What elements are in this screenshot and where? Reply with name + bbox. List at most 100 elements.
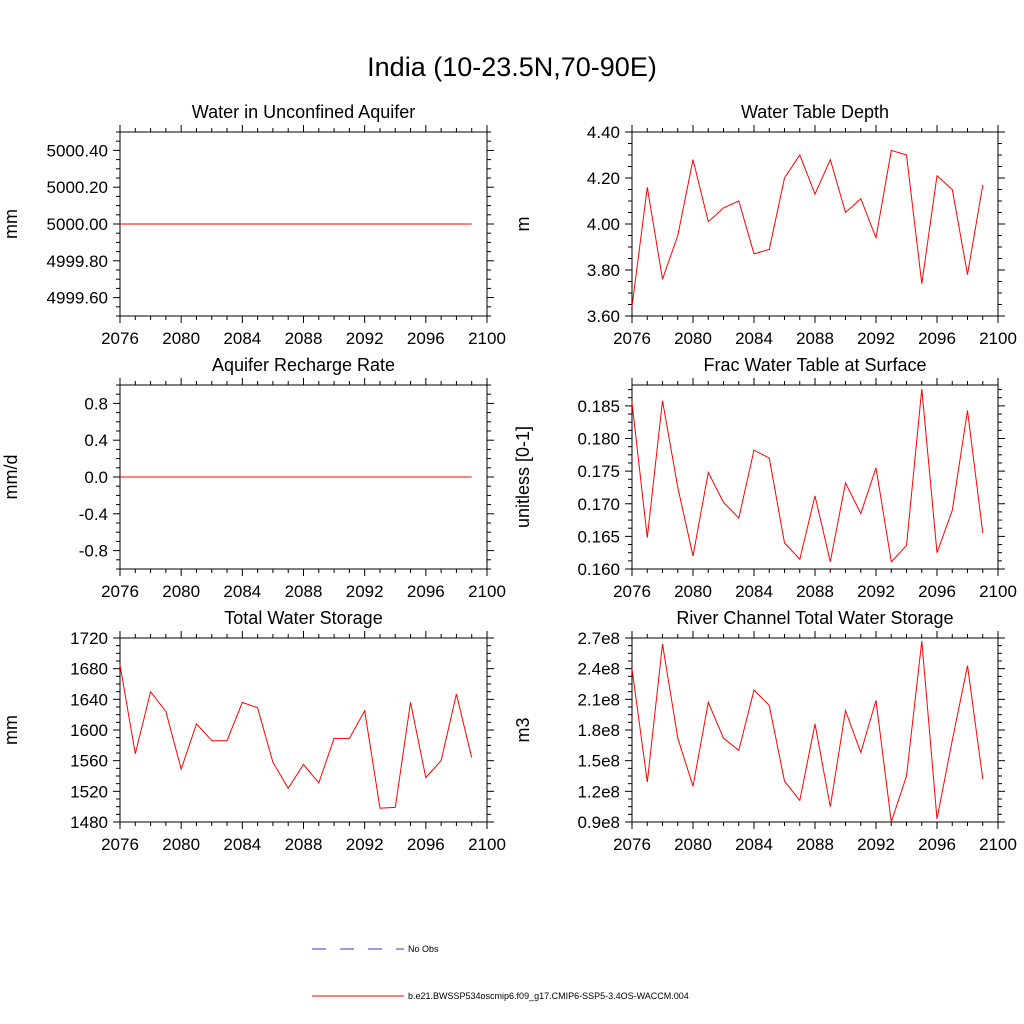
y-tick-label: 3.60: [587, 307, 620, 326]
y-tick-label: 4.00: [587, 215, 620, 234]
y-tick-label: 3.80: [587, 261, 620, 280]
plot-frame: [631, 637, 999, 823]
x-tick-label: 2080: [162, 582, 200, 601]
series-line: [119, 664, 473, 809]
y-tick-label: 0.0: [84, 468, 108, 487]
y-tick-label: 1560: [70, 752, 108, 771]
x-tick-label: 2080: [162, 329, 200, 348]
y-tick-label: 0.165: [577, 527, 620, 546]
x-tick-label: 2092: [346, 329, 384, 348]
y-tick-label: -0.8: [79, 542, 108, 561]
y-tick-label: 2.1e8: [577, 690, 620, 709]
y-axis-label: mm/d: [1, 455, 21, 500]
x-tick-label: 2100: [468, 329, 506, 348]
panel-title: River Channel Total Water Storage: [676, 608, 953, 628]
panel-title: Frac Water Table at Surface: [703, 355, 926, 375]
y-axis-label: mm: [1, 715, 21, 745]
y-tick-label: 1720: [70, 629, 108, 648]
x-tick-label: 2080: [674, 329, 712, 348]
x-tick-label: 2080: [674, 835, 712, 854]
x-tick-label: 2100: [979, 835, 1017, 854]
x-tick-label: 2076: [101, 582, 139, 601]
x-tick-label: 2076: [101, 329, 139, 348]
y-axis-label: m: [513, 217, 533, 232]
series-line: [631, 149, 984, 307]
y-tick-label: 4999.80: [47, 252, 108, 271]
y-tick-label: 4999.60: [47, 289, 108, 308]
x-tick-label: 2088: [796, 582, 834, 601]
x-tick-label: 2096: [918, 329, 956, 348]
panel-title: Aquifer Recharge Rate: [212, 355, 395, 375]
x-tick-label: 2096: [918, 835, 956, 854]
plot-frame: [631, 131, 999, 317]
x-tick-label: 2084: [223, 835, 261, 854]
x-tick-label: 2100: [979, 329, 1017, 348]
x-tick-label: 2084: [223, 582, 261, 601]
chart-panel-1: Water in Unconfined Aquifer mm 2076 2080 208…: [1, 102, 506, 348]
y-tick-label: 1680: [70, 660, 108, 679]
y-tick-label: 5000.00: [47, 215, 108, 234]
y-tick-label: 0.175: [577, 462, 620, 481]
y-tick-label: 0.8: [84, 394, 108, 413]
chart-panel-2: Water Table Depth m 2076 2080 2084 2088 2092 20…: [513, 102, 1017, 348]
y-tick-label: 2.4e8: [577, 660, 620, 679]
y-axis-label: unitless [0-1]: [513, 426, 533, 528]
x-tick-label: 2096: [407, 835, 445, 854]
x-tick-label: 2080: [674, 582, 712, 601]
x-tick-label: 2100: [468, 582, 506, 601]
series-line: [631, 641, 984, 823]
series-line: [631, 388, 984, 563]
main-title: India (10-23.5N,70-90E): [367, 52, 657, 82]
x-tick-label: 2084: [735, 582, 773, 601]
y-tick-label: 2.7e8: [577, 629, 620, 648]
chart-panel-5: Total Water Storage mm 2076 2080 2084 2088 209…: [1, 608, 506, 854]
y-tick-label: 5000.40: [47, 141, 108, 160]
y-tick-label: 5000.20: [47, 178, 108, 197]
x-tick-label: 2084: [223, 329, 261, 348]
y-tick-label: 1640: [70, 690, 108, 709]
x-tick-label: 2076: [613, 329, 651, 348]
x-tick-label: 2092: [346, 582, 384, 601]
legend-model-label: b.e21.BWSSP534oscmip6.f09_g17.CMIP6-SSP5…: [408, 991, 689, 1001]
y-tick-label: 1.2e8: [577, 782, 620, 801]
y-tick-label: 1520: [70, 782, 108, 801]
x-tick-label: 2096: [407, 582, 445, 601]
x-tick-label: 2080: [162, 835, 200, 854]
x-tick-label: 2088: [285, 582, 323, 601]
legend-obs-label: No Obs: [408, 944, 439, 954]
chart-panel-3: Aquifer Recharge Rate mm/d 2076 2080 2084 208…: [1, 355, 506, 601]
legend: No Obs b.e21.BWSSP534oscmip6.f09_g17.CMI…: [312, 944, 689, 1001]
y-tick-label: 0.185: [577, 397, 620, 416]
y-tick-label: 1.8e8: [577, 721, 620, 740]
x-tick-label: 2100: [979, 582, 1017, 601]
y-tick-label: 1480: [70, 813, 108, 832]
y-tick-label: -0.4: [79, 505, 108, 524]
x-tick-label: 2076: [101, 835, 139, 854]
panel-title: Water in Unconfined Aquifer: [192, 102, 415, 122]
y-tick-label: 0.9e8: [577, 813, 620, 832]
x-tick-label: 2096: [407, 329, 445, 348]
plot-frame: [631, 384, 999, 570]
x-tick-label: 2092: [857, 329, 895, 348]
y-tick-label: 1600: [70, 721, 108, 740]
x-tick-label: 2088: [796, 329, 834, 348]
x-tick-label: 2076: [613, 582, 651, 601]
y-tick-label: 0.170: [577, 495, 620, 514]
x-tick-label: 2096: [918, 582, 956, 601]
y-tick-label: 0.180: [577, 430, 620, 449]
y-tick-label: 4.40: [587, 123, 620, 142]
chart-panel-6: River Channel Total Water Storage m3 2076 2…: [513, 608, 1017, 854]
x-tick-label: 2100: [468, 835, 506, 854]
x-tick-label: 2088: [285, 329, 323, 348]
y-tick-label: 0.160: [577, 560, 620, 579]
x-tick-label: 2084: [735, 835, 773, 854]
chart-panel-4: Frac Water Table at Surface unitless [0-1…: [513, 355, 1017, 601]
x-tick-label: 2092: [346, 835, 384, 854]
x-tick-label: 2092: [857, 835, 895, 854]
x-tick-label: 2092: [857, 582, 895, 601]
x-tick-label: 2088: [796, 835, 834, 854]
x-tick-label: 2088: [285, 835, 323, 854]
plot-frame: [119, 637, 488, 823]
x-tick-label: 2084: [735, 329, 773, 348]
